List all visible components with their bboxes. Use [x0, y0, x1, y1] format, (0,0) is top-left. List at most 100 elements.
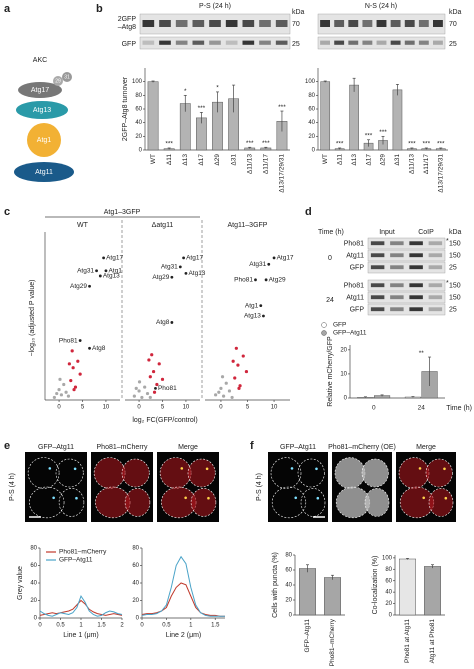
cell-outline: [55, 458, 84, 488]
legend-label: Pho81–mCherry: [59, 549, 107, 556]
puncta: [294, 496, 298, 500]
significance: ***: [365, 132, 373, 139]
blot-band: [209, 40, 221, 45]
y-tick-label: 40: [308, 120, 315, 126]
channel-title: GFP–Atg11: [38, 444, 74, 451]
point: [66, 394, 71, 398]
channel-title: Merge: [416, 444, 436, 451]
x-tick-label: 0.5: [162, 623, 171, 629]
protein-label: 31: [64, 74, 70, 80]
point-label: Atg17: [186, 255, 203, 262]
blot-band: [404, 40, 415, 45]
x-tick-label: Δ17: [198, 154, 205, 166]
point: [70, 349, 74, 353]
y-tick-label: 0: [312, 148, 316, 154]
y-tick-label: 0: [344, 396, 348, 402]
y-tick-label: 80: [132, 546, 139, 552]
y-tick-label: 60: [308, 107, 315, 113]
micrograph: [25, 452, 87, 522]
point-label: Atg13: [188, 270, 205, 277]
blot-band: [433, 20, 443, 27]
point: [237, 386, 241, 390]
y-tick-label: 100: [382, 555, 393, 561]
blot-band: [209, 20, 221, 27]
complex-label: AKC: [33, 57, 47, 64]
point: [184, 271, 188, 275]
x-tick-label: Pho81–mCherry: [329, 618, 336, 666]
x-tick-label: WT: [322, 154, 329, 164]
x-tick-label: Δ31: [230, 154, 237, 166]
point: [72, 388, 76, 392]
y-axis-label: Relative mCherry/GFP: [327, 336, 334, 407]
blot-band: [259, 40, 271, 45]
x-tick-label: Δ29: [214, 154, 221, 166]
y-tick-label: 40: [135, 120, 142, 126]
x-tick-label: 0: [140, 623, 144, 629]
point: [182, 256, 185, 260]
band-star: *: [446, 280, 449, 287]
point-label: Atg31: [77, 267, 94, 274]
protein-label: Atg17: [31, 87, 49, 94]
blot-band: [320, 40, 330, 45]
cell-signal: [362, 459, 389, 487]
puncta: [207, 496, 210, 500]
line-series: [39, 599, 123, 616]
puncta: [48, 467, 52, 470]
blot-band: [192, 40, 205, 45]
blot-band: [428, 265, 443, 270]
y-tick-label: 40: [132, 581, 139, 587]
puncta: [52, 496, 55, 500]
cell-outline: [271, 486, 307, 519]
bar: [324, 577, 341, 616]
blot-background: [317, 36, 446, 50]
band-label: Pho81: [344, 282, 364, 289]
blot-band: [428, 307, 443, 312]
point: [154, 386, 157, 390]
y-tick-label: 20: [385, 601, 392, 607]
bar: [399, 558, 416, 616]
kda-label: kDa: [449, 9, 462, 16]
blot-band: [390, 40, 401, 45]
point: [132, 394, 136, 398]
atg1-shape: [27, 123, 61, 157]
significance: ***: [198, 105, 206, 112]
point: [137, 380, 142, 384]
cell-outline: [27, 457, 60, 489]
panel-letter: a: [4, 3, 11, 15]
point: [148, 395, 152, 400]
point-label: Atg29: [152, 274, 169, 281]
y-axis-label: Co-localization (%): [372, 556, 379, 615]
y-tick-label: 80: [308, 93, 315, 99]
cell-signal: [426, 459, 453, 487]
point: [76, 359, 80, 363]
cell-outline: [364, 488, 390, 517]
point: [238, 384, 242, 388]
point: [67, 362, 71, 366]
panel-title: Δatg11: [152, 222, 174, 229]
blot-background: [367, 279, 446, 292]
legend-swatch: [321, 322, 327, 328]
blot-band: [418, 40, 429, 45]
cell-outline: [361, 458, 389, 488]
y-tick-label: 0: [34, 616, 38, 622]
panel-title: Atg11–3GFP: [228, 222, 268, 229]
band-label: –Atg8: [118, 24, 136, 31]
point: [140, 395, 144, 400]
atg29-shape: [53, 76, 63, 86]
puncta: [180, 467, 184, 470]
point-label: Atg13: [103, 273, 120, 280]
cell-outline: [425, 458, 453, 488]
point-label: Atg1: [108, 267, 122, 274]
channel-title: Pho81–mCherry: [97, 444, 148, 451]
point: [241, 354, 245, 358]
point-label: Pho81: [59, 337, 78, 344]
channel-title: GFP–Atg11: [280, 444, 316, 451]
band-label: GFP: [350, 264, 365, 271]
cell-signal: [122, 459, 150, 487]
blot-band: [390, 307, 404, 312]
point-label: Atg8: [92, 345, 106, 352]
x-tick-label: 24: [418, 405, 426, 412]
point-label: Atg1: [245, 302, 259, 309]
point: [59, 393, 64, 397]
